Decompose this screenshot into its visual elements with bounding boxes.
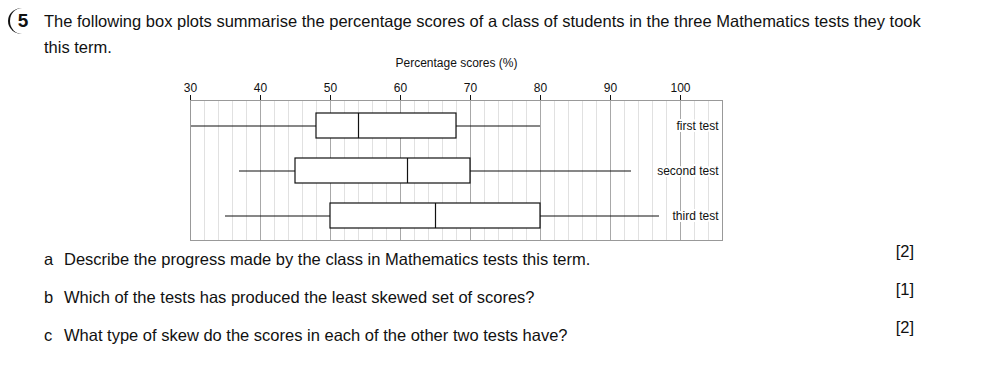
html-text:5: 5 [17,10,29,31]
svg-text:Percentage scores (%): Percentage scores (%) [395,56,517,70]
html-text:a: a [44,250,54,268]
svg-text:first test: first test [676,119,719,133]
html-text:[1]: [1] [895,280,914,298]
svg-text:90: 90 [604,81,618,95]
svg-text:80: 80 [534,81,548,95]
html-text:The following box plots summar: The following box plots summarise the pe… [44,12,921,56]
svg-text:30: 30 [184,81,198,95]
html-text:[2]: [2] [895,318,914,336]
html-text:b: b [44,288,54,306]
svg-text:60: 60 [394,81,408,95]
svg-text:100: 100 [670,81,690,95]
svg-text:second test: second test [657,164,719,178]
html-text:[2]: [2] [895,242,914,260]
svg-text:40: 40 [254,81,268,95]
svg-text:50: 50 [324,81,338,95]
html-text:What type of skew do the score: What type of skew do the scores in each … [64,326,568,344]
svg-text:third test: third test [672,209,719,223]
svg-text:70: 70 [464,81,478,95]
html-text:c: c [44,326,53,344]
html-text:Describe the progress made by: Describe the progress made by the class … [64,250,591,268]
html-text:Which of the tests has produce: Which of the tests has produced the leas… [64,288,535,306]
